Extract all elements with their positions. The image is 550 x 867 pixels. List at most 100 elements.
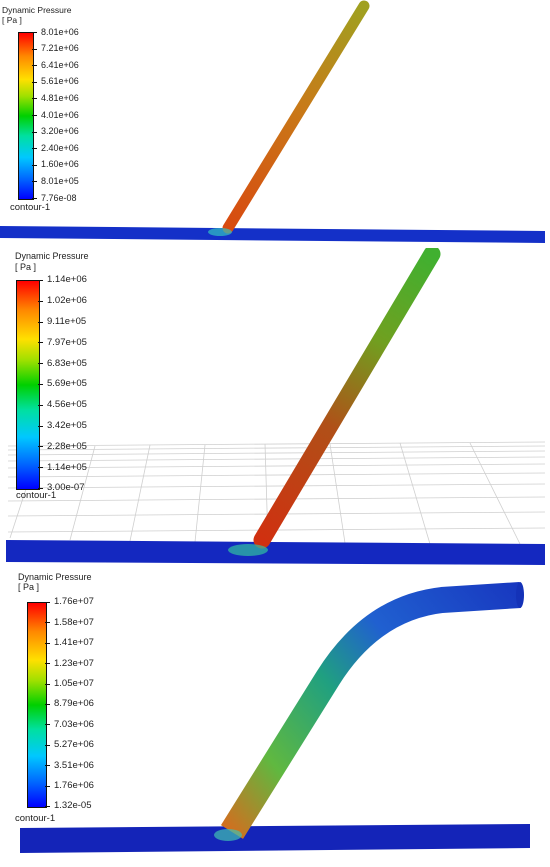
contour-panel-3: Dynamic Pressure [ Pa ] 1.76e+07 1.58e+07… — [0, 570, 550, 867]
tick-label: 8.79e+06 — [54, 698, 94, 710]
grid-line — [194, 444, 206, 543]
tick-label: 1.32e-05 — [54, 800, 92, 812]
contour-label: contour-1 — [15, 813, 56, 824]
tick-label: 6.41e+06 — [41, 59, 79, 70]
tick-mark — [32, 148, 37, 150]
tick-mark — [32, 164, 37, 166]
legend-units: [ Pa ] — [18, 582, 40, 592]
tick-label: 4.01e+06 — [41, 109, 79, 120]
tick-label: 7.03e+06 — [54, 718, 94, 730]
tick-mark — [38, 384, 43, 385]
grid-line — [7, 441, 546, 447]
grid-line — [7, 445, 546, 451]
legend-units: [ Pa ] — [15, 262, 37, 272]
tick-label: 1.05e+07 — [54, 677, 94, 689]
tick-mark — [38, 280, 43, 281]
grid-line — [129, 444, 151, 542]
tick-label: 1.58e+07 — [54, 616, 94, 628]
tick-label: 4.56e+05 — [47, 399, 87, 411]
tick-mark — [32, 65, 37, 67]
grid-line — [329, 443, 346, 544]
tick-mark — [32, 98, 37, 100]
tick-mark — [45, 806, 50, 807]
color-bar — [27, 602, 47, 808]
pipe-scene-1 — [0, 0, 545, 243]
tick-mark — [38, 446, 43, 448]
grid-line — [7, 472, 546, 478]
contour-panel-1: Dynamic Pressure [ Pa ] 8.01e+06 7.21e+06… — [0, 0, 550, 245]
tick-mark — [45, 642, 50, 644]
tick-mark — [38, 488, 43, 489]
contour-label: contour-1 — [16, 490, 57, 501]
inclined-branch-pipe — [222, 0, 370, 234]
tick-label: 7.21e+06 — [41, 43, 79, 54]
legend-title: Dynamic Pressure — [15, 251, 89, 261]
tick-mark — [45, 724, 50, 726]
tick-mark — [38, 404, 43, 406]
main-pipe — [0, 226, 545, 243]
tick-mark — [32, 198, 37, 199]
tick-label: 8.01e+06 — [41, 26, 79, 37]
main-pipe — [6, 540, 545, 565]
tick-mark — [32, 131, 37, 133]
tick-mark — [45, 663, 50, 665]
tick-label: 2.40e+06 — [41, 142, 79, 153]
tick-mark — [32, 115, 37, 116]
pipe-outlet — [516, 582, 524, 608]
junction-highlight — [214, 829, 242, 841]
tick-mark — [45, 785, 50, 787]
tick-mark — [38, 300, 43, 302]
tick-label: 5.69e+05 — [47, 378, 87, 390]
tick-label: 4.81e+06 — [41, 93, 79, 103]
tick-label: 5.61e+06 — [41, 76, 79, 87]
floor-grid — [7, 441, 546, 545]
tick-mark — [38, 342, 43, 344]
grid-line — [469, 442, 521, 545]
contour-panel-2: Dynamic Pressure [ Pa ] 1.14e+06 1.02e+06… — [0, 248, 550, 570]
contour-label: contour-1 — [10, 202, 51, 213]
tick-label: 9.11e+05 — [47, 315, 87, 327]
grid-line — [7, 456, 546, 462]
tick-label: 1.14e+05 — [47, 461, 87, 473]
grid-line — [7, 450, 546, 456]
tick-label: 3.20e+06 — [41, 126, 79, 137]
tick-label: 3.51e+06 — [54, 759, 94, 771]
tick-label: 8.01e+05 — [41, 176, 79, 186]
tick-mark — [45, 683, 50, 685]
tick-label: 1.23e+07 — [54, 657, 94, 669]
tick-mark — [45, 744, 50, 746]
color-bar — [16, 280, 40, 490]
tick-mark — [45, 704, 50, 705]
grid-line — [69, 445, 96, 541]
junction-highlight — [228, 544, 268, 556]
tick-label: 1.14e+06 — [47, 274, 87, 286]
tick-label: 1.76e+06 — [54, 779, 94, 791]
tick-label: 1.76e+07 — [54, 596, 94, 608]
legend-title: Dynamic Pressure — [2, 5, 72, 15]
grid-line — [7, 483, 546, 489]
junction-highlight — [208, 228, 232, 236]
tick-mark — [32, 181, 37, 183]
tick-mark — [38, 363, 43, 365]
tick-label: 3.00e-07 — [47, 482, 85, 494]
color-bar — [18, 32, 34, 200]
pipe-scene-3 — [20, 582, 530, 853]
tick-label: 7.76e-08 — [41, 192, 77, 203]
grid-line — [399, 442, 431, 545]
tick-label: 5.27e+06 — [54, 739, 94, 751]
tick-mark — [32, 32, 37, 33]
tick-label: 1.02e+06 — [47, 295, 87, 307]
tick-label: 7.97e+05 — [47, 336, 87, 348]
tick-mark — [38, 321, 43, 323]
tick-label: 1.60e+06 — [41, 159, 79, 170]
tick-mark — [32, 48, 37, 50]
inclined-branch-pipe — [253, 248, 441, 549]
grid-line — [7, 463, 546, 469]
tick-label: 3.42e+05 — [47, 419, 87, 431]
bent-branch-pipe — [220, 582, 521, 839]
tick-mark — [45, 602, 50, 603]
tick-mark — [45, 765, 50, 767]
main-pipe — [20, 824, 530, 853]
legend-title: Dynamic Pressure — [18, 572, 92, 582]
tick-label: 6.83e+05 — [47, 357, 87, 369]
